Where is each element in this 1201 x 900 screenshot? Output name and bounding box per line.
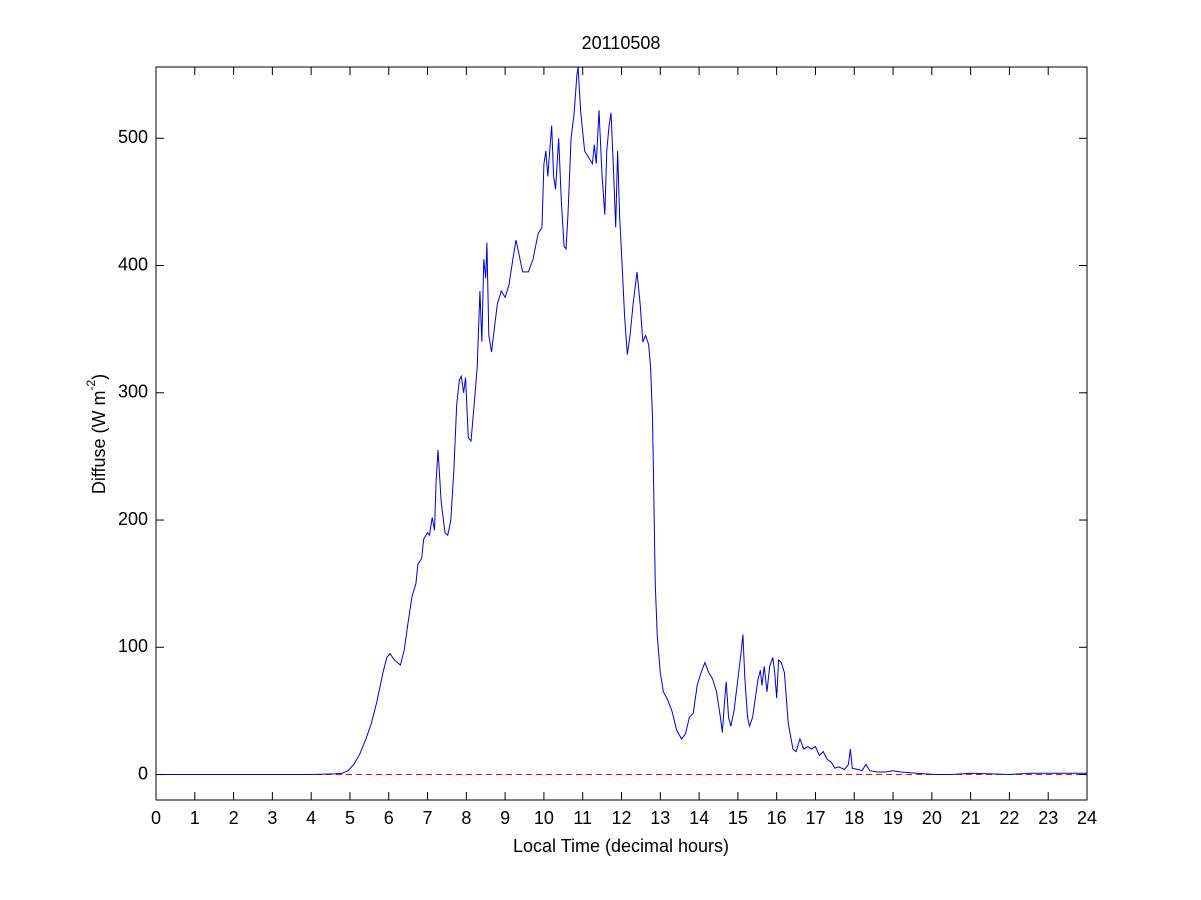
x-tick-label: 13 (650, 808, 670, 828)
x-tick-label: 14 (689, 808, 709, 828)
x-tick-label: 6 (384, 808, 394, 828)
x-tick-label: 5 (345, 808, 355, 828)
x-tick-label: 0 (151, 808, 161, 828)
x-tick-label: 23 (1038, 808, 1058, 828)
y-axis-label-end: ) (89, 374, 109, 380)
x-tick-label: 10 (534, 808, 554, 828)
y-axis-label: Diffuse (W m-2) (84, 374, 109, 494)
y-tick-label: 300 (118, 382, 148, 402)
x-tick-label: 24 (1077, 808, 1097, 828)
x-tick-label: 11 (573, 808, 592, 828)
x-tick-label: 1 (190, 808, 200, 828)
x-tick-label: 12 (611, 808, 631, 828)
y-tick-label: 0 (138, 763, 148, 783)
data-line (156, 66, 1087, 776)
x-axis-label: Local Time (decimal hours) (513, 836, 729, 856)
x-tick-label: 15 (728, 808, 748, 828)
x-tick-label: 8 (461, 808, 471, 828)
x-tick-label: 7 (423, 808, 433, 828)
y-tick-label: 400 (118, 254, 148, 274)
x-tick-label: 4 (306, 808, 316, 828)
chart-title: 20110508 (582, 33, 661, 53)
x-tick-label: 22 (999, 808, 1019, 828)
x-tick-label: 2 (229, 808, 239, 828)
x-tick-label: 19 (883, 808, 903, 828)
y-tick-label: 500 (118, 127, 148, 147)
x-tick-label: 18 (844, 808, 864, 828)
x-tick-label: 20 (922, 808, 942, 828)
x-tick-label: 16 (767, 808, 787, 828)
x-tick-label: 9 (500, 808, 510, 828)
x-tick-label: 17 (805, 808, 825, 828)
x-tick-label: 3 (267, 808, 277, 828)
y-tick-label: 200 (118, 509, 148, 529)
y-axis-label-main: Diffuse (W m (89, 390, 109, 494)
y-axis-label-exponent: -2 (84, 379, 98, 390)
x-tick-label: 21 (961, 808, 981, 828)
y-tick-label: 100 (118, 636, 148, 656)
